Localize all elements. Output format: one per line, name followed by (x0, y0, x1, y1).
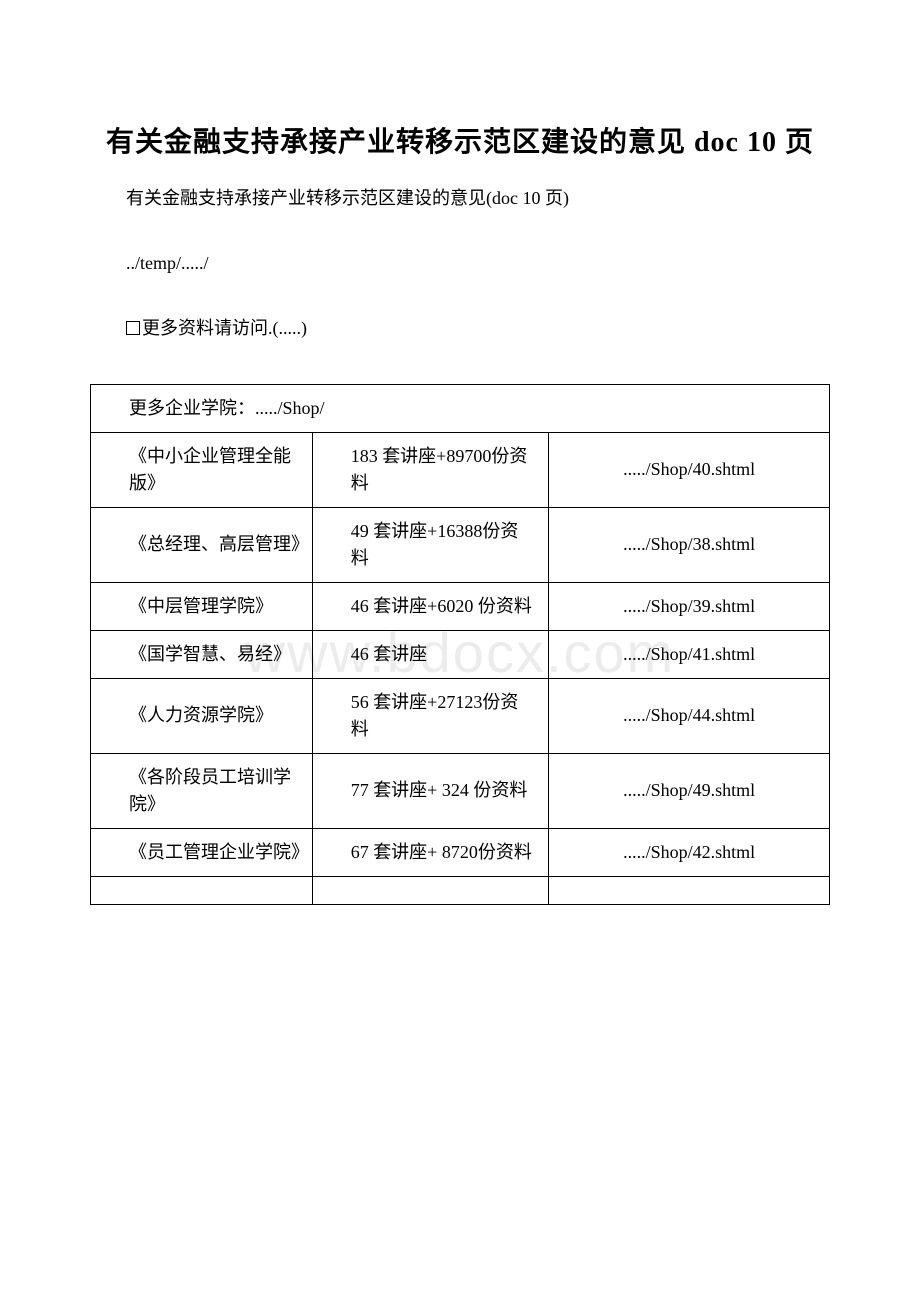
table-row: 《中层管理学院》 46 套讲座+6020 份资料 ...../Shop/39.s… (91, 582, 830, 630)
table-header-row: 更多企业学院：...../Shop/ (91, 384, 830, 432)
table-cell-empty (312, 876, 548, 904)
table-cell-link: ...../Shop/40.shtml (549, 432, 830, 507)
checkbox-icon (126, 321, 140, 335)
table-cell-name: 《国学智慧、易经》 (91, 630, 313, 678)
table-cell-empty (549, 876, 830, 904)
table-cell-link: ...../Shop/44.shtml (549, 678, 830, 753)
table-cell-desc: 183 套讲座+89700份资料 (312, 432, 548, 507)
table-cell-link: ...../Shop/38.shtml (549, 507, 830, 582)
table-cell-name: 《总经理、高层管理》 (91, 507, 313, 582)
table-cell-name: 《员工管理企业学院》 (91, 828, 313, 876)
table-cell-desc: 49 套讲座+16388份资料 (312, 507, 548, 582)
table-cell-link: ...../Shop/49.shtml (549, 753, 830, 828)
table-cell-name: 《中层管理学院》 (91, 582, 313, 630)
table-cell-name: 《各阶段员工培训学院》 (91, 753, 313, 828)
table-cell-name: 《中小企业管理全能版》 (91, 432, 313, 507)
info-prefix: 更多资料请访问 (142, 318, 268, 338)
table-cell-desc: 46 套讲座+6020 份资料 (312, 582, 548, 630)
table-empty-row (91, 876, 830, 904)
table-cell-desc: 56 套讲座+27123份资料 (312, 678, 548, 753)
table-row: 《中小企业管理全能版》 183 套讲座+89700份资料 ...../Shop/… (91, 432, 830, 507)
table-row: 《员工管理企业学院》 67 套讲座+ 8720份资料 ...../Shop/42… (91, 828, 830, 876)
info-suffix: .(.....) (268, 318, 307, 338)
table-cell-link: ...../Shop/41.shtml (549, 630, 830, 678)
document-content: 有关金融支持承接产业转移示范区建设的意见 doc 10 页 有关金融支持承接产业… (90, 120, 830, 905)
table-row: 《各阶段员工培训学院》 77 套讲座+ 324 份资料 ...../Shop/4… (91, 753, 830, 828)
table-cell-desc: 46 套讲座 (312, 630, 548, 678)
table-header-cell: 更多企业学院：...../Shop/ (91, 384, 830, 432)
table-row: 《人力资源学院》 56 套讲座+27123份资料 ...../Shop/44.s… (91, 678, 830, 753)
table-cell-desc: 77 套讲座+ 324 份资料 (312, 753, 548, 828)
table-cell-desc: 67 套讲座+ 8720份资料 (312, 828, 548, 876)
table-cell-link: ...../Shop/39.shtml (549, 582, 830, 630)
table-cell-link: ...../Shop/42.shtml (549, 828, 830, 876)
table-row: 《国学智慧、易经》 46 套讲座 ...../Shop/41.shtml (91, 630, 830, 678)
table-cell-empty (91, 876, 313, 904)
path-text: ../temp/...../ (90, 253, 830, 274)
table-row: 《总经理、高层管理》 49 套讲座+16388份资料 ...../Shop/38… (91, 507, 830, 582)
table-cell-name: 《人力资源学院》 (91, 678, 313, 753)
document-subtitle: 有关金融支持承接产业转移示范区建设的意见(doc 10 页) (90, 184, 830, 213)
resource-table: 更多企业学院：...../Shop/ 《中小企业管理全能版》 183 套讲座+8… (90, 384, 830, 905)
document-title: 有关金融支持承接产业转移示范区建设的意见 doc 10 页 (90, 120, 830, 160)
table-header-text: 更多企业学院：...../Shop/ (129, 398, 325, 418)
info-text: 更多资料请访问.(.....) (90, 314, 830, 340)
